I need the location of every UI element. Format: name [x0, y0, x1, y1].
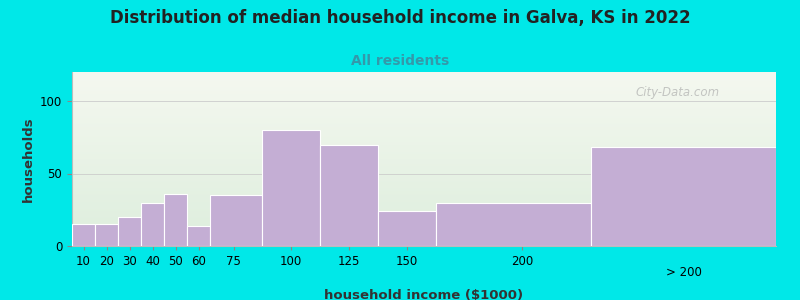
Text: All residents: All residents [351, 54, 449, 68]
Text: City-Data.com: City-Data.com [635, 86, 719, 99]
Bar [72, 224, 95, 246]
Bar [435, 202, 591, 246]
Bar [164, 194, 187, 246]
Y-axis label: households: households [22, 116, 34, 202]
Bar [591, 147, 776, 246]
Bar [262, 130, 320, 246]
Text: > 200: > 200 [666, 266, 702, 279]
X-axis label: household income ($1000): household income ($1000) [325, 289, 523, 300]
Bar [118, 217, 142, 246]
Bar [187, 226, 210, 246]
Bar [142, 202, 164, 246]
Bar [378, 211, 435, 246]
Bar [320, 145, 378, 246]
Bar [95, 224, 118, 246]
Text: Distribution of median household income in Galva, KS in 2022: Distribution of median household income … [110, 9, 690, 27]
Bar [210, 195, 262, 246]
